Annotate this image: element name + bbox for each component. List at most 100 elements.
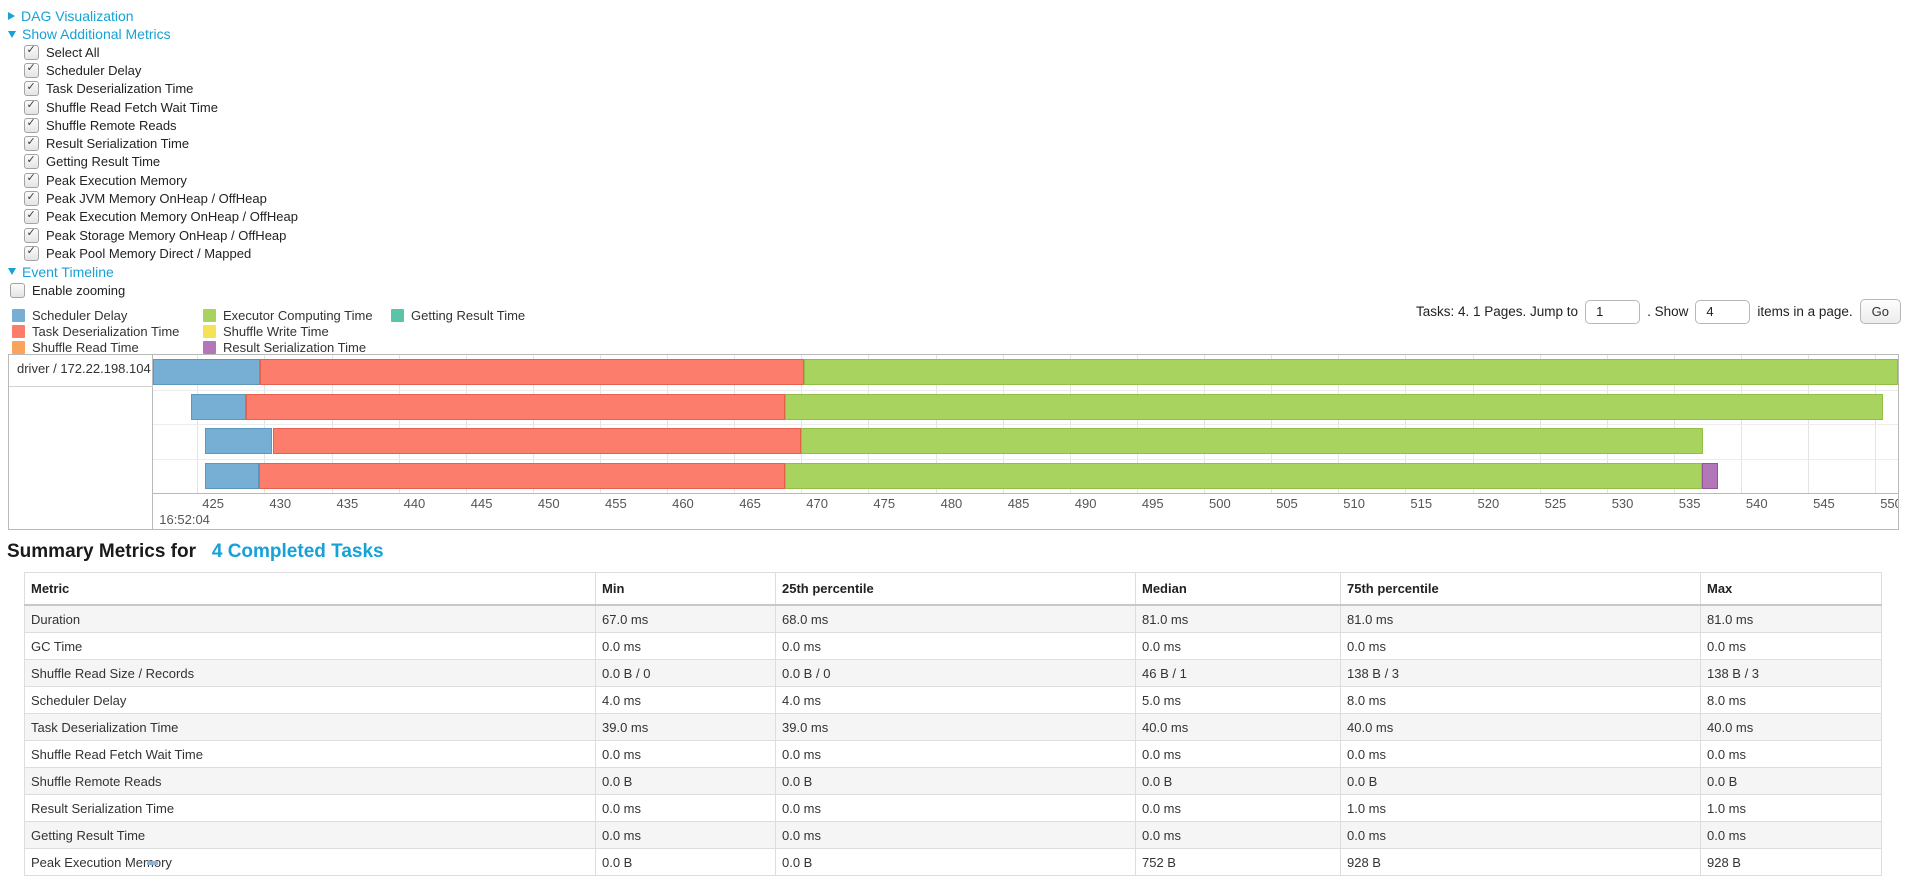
task-bar-task_deserialization[interactable] — [272, 428, 802, 454]
task-bar-task_deserialization[interactable] — [259, 462, 786, 489]
task-bar-executor_computing[interactable] — [785, 393, 1884, 420]
metric-value-cell: 81.0 ms — [1135, 604, 1341, 633]
metric-value-cell: 5.0 ms — [1135, 686, 1341, 714]
metric-checkbox[interactable] — [24, 227, 39, 243]
metric-value-cell: 0.0 ms — [1135, 821, 1341, 849]
metric-checkbox[interactable] — [24, 117, 39, 133]
metric-value-cell: 8.0 ms — [1340, 686, 1701, 714]
completed-tasks-link[interactable]: 4 Completed Tasks — [211, 541, 384, 562]
metric-value-cell: 0.0 B — [775, 767, 1136, 795]
metric-checkbox[interactable] — [24, 62, 39, 78]
metric-value-cell: 4.0 ms — [775, 686, 1136, 714]
legend-item-task_deserialization: Task Deserialization Time — [12, 323, 179, 339]
caret-down-icon — [8, 30, 16, 38]
time-tick-label: 540 — [1745, 496, 1768, 511]
time-tick-label: 485 — [1007, 496, 1030, 511]
metric-value-cell: 928 B — [1340, 848, 1701, 876]
task-row-separator — [153, 389, 1898, 391]
metric-checkbox-row: Peak Storage Memory OnHeap / OffHeap — [24, 226, 298, 244]
table-row: Shuffle Read Size / Records 0.0 B / 0 0.0 … — [24, 659, 1882, 687]
metric-checkbox[interactable] — [24, 44, 39, 60]
metric-value-cell: 138 B / 3 — [1340, 659, 1701, 687]
legend-label: Shuffle Write Time — [223, 324, 329, 340]
metric-value-cell: 0.0 ms — [595, 821, 776, 849]
jump-to-page-input[interactable] — [1585, 299, 1641, 324]
metric-value-cell: 67.0 ms — [595, 604, 776, 633]
metric-checkbox-row: Peak JVM Memory OnHeap / OffHeap — [24, 189, 298, 207]
metric-value-cell: 40.0 ms — [1340, 713, 1701, 741]
metric-value-cell: 0.0 ms — [595, 632, 776, 660]
event-timeline-toggle[interactable]: Event Timeline — [8, 263, 298, 281]
show-additional-metrics-label: Show Additional Metrics — [22, 26, 171, 42]
table-row: Task Deserialization Time 39.0 ms 39.0 ms 4… — [24, 713, 1882, 741]
task-row-separator — [153, 458, 1898, 460]
summary-metrics-table: Metric Min 25th percentile Median 75th perce… — [24, 572, 1882, 876]
show-additional-metrics-toggle[interactable]: Show Additional Metrics — [8, 25, 298, 43]
summary-title-prefix: Summary Metrics for — [7, 541, 197, 562]
task-bar-executor_computing[interactable] — [801, 428, 1704, 454]
metric-value-cell: 0.0 ms — [595, 740, 776, 768]
task-bar-task_deserialization[interactable] — [245, 393, 786, 420]
metric-checkbox-label: Peak Storage Memory OnHeap / OffHeap — [46, 227, 287, 243]
task-bar-task_deserialization[interactable] — [260, 359, 804, 385]
dag-visualization-toggle[interactable]: DAG Visualization — [8, 7, 298, 25]
metric-checkbox-label: Scheduler Delay — [46, 62, 142, 78]
metric-value-cell: 39.0 ms — [775, 713, 1136, 741]
getting_result-swatch-icon — [391, 308, 404, 322]
task-bar-executor_computing[interactable] — [804, 359, 1898, 385]
executor-group-label: driver / 172.22.198.104 — [17, 361, 151, 376]
metric-name-cell: Getting Result Time — [24, 821, 596, 849]
metric-name-cell: Scheduler Delay — [24, 686, 596, 714]
items-per-page-input[interactable] — [1695, 299, 1751, 324]
metric-name-cell: Duration — [24, 604, 596, 633]
metric-value-cell: 0.0 ms — [595, 794, 776, 822]
task-bar-scheduler_delay[interactable] — [205, 462, 260, 489]
legend-label: Getting Result Time — [411, 307, 526, 323]
metric-value-cell: 0.0 ms — [775, 740, 1136, 768]
time-axis-line — [9, 493, 1898, 494]
task-bar-scheduler_delay[interactable] — [190, 393, 246, 420]
result_serialization-swatch-icon — [203, 341, 216, 355]
metric-checkbox[interactable] — [24, 99, 39, 115]
metric-checkbox-label: Peak Pool Memory Direct / Mapped — [46, 245, 252, 261]
time-tick-label: 465 — [739, 496, 761, 511]
event-timeline-chart: 425 430 435 440 445 450 455 460 465 470 475 480 485 4… — [8, 354, 1899, 530]
time-tick-label: 440 — [403, 496, 426, 511]
time-tick-label: 545 — [1813, 496, 1835, 511]
legend-item-shuffle_write: Shuffle Write Time — [203, 323, 373, 339]
column-header-metric: Metric — [24, 572, 596, 606]
time-tick-label: 445 — [470, 496, 493, 511]
metric-checkbox[interactable] — [24, 81, 39, 97]
shuffle_read-swatch-icon — [12, 341, 25, 355]
enable-zooming-checkbox[interactable] — [10, 283, 25, 299]
scheduler_delay-swatch-icon — [12, 308, 25, 322]
metric-checkbox[interactable] — [24, 209, 39, 225]
metric-checkbox-label: Task Deserialization Time — [46, 81, 194, 97]
legend-item-getting_result: Getting Result Time — [391, 307, 525, 323]
metric-value-cell: 0.0 ms — [775, 821, 1136, 849]
metric-checkbox[interactable] — [24, 154, 39, 170]
metric-checkbox-label: Shuffle Read Fetch Wait Time — [46, 99, 218, 115]
metric-checkbox-row: Peak Pool Memory Direct / Mapped — [24, 244, 298, 262]
metric-value-cell: 81.0 ms — [1340, 604, 1701, 633]
task-bar-scheduler_delay[interactable] — [205, 428, 273, 454]
metric-checkbox[interactable] — [24, 136, 39, 152]
metric-checkbox[interactable] — [24, 191, 39, 207]
metric-value-cell: 0.0 ms — [1700, 821, 1882, 849]
task-bar-executor_computing[interactable] — [785, 462, 1702, 489]
column-header-min: Min — [595, 572, 776, 606]
metric-checkbox-list: Select All Scheduler Delay Task Deserializ… — [24, 43, 298, 263]
metric-checkbox[interactable] — [24, 245, 39, 261]
metric-value-cell: 138 B / 3 — [1700, 659, 1882, 687]
metric-value-cell: 0.0 ms — [1340, 740, 1701, 768]
metric-checkbox[interactable] — [24, 172, 39, 188]
time-tick-label: 475 — [873, 496, 896, 511]
metric-value-cell: 0.0 ms — [1135, 632, 1341, 660]
task-bar-result_serialization[interactable] — [1702, 462, 1719, 489]
task-bar-scheduler_delay[interactable] — [153, 359, 261, 385]
pagination-summary-text: Tasks: 4. 1 Pages. Jump to — [1415, 304, 1579, 319]
metric-checkbox-row: Select All — [24, 43, 298, 61]
metric-value-cell: 39.0 ms — [595, 713, 776, 741]
go-button[interactable]: Go — [1859, 299, 1901, 324]
time-tick-label: 450 — [537, 496, 560, 511]
